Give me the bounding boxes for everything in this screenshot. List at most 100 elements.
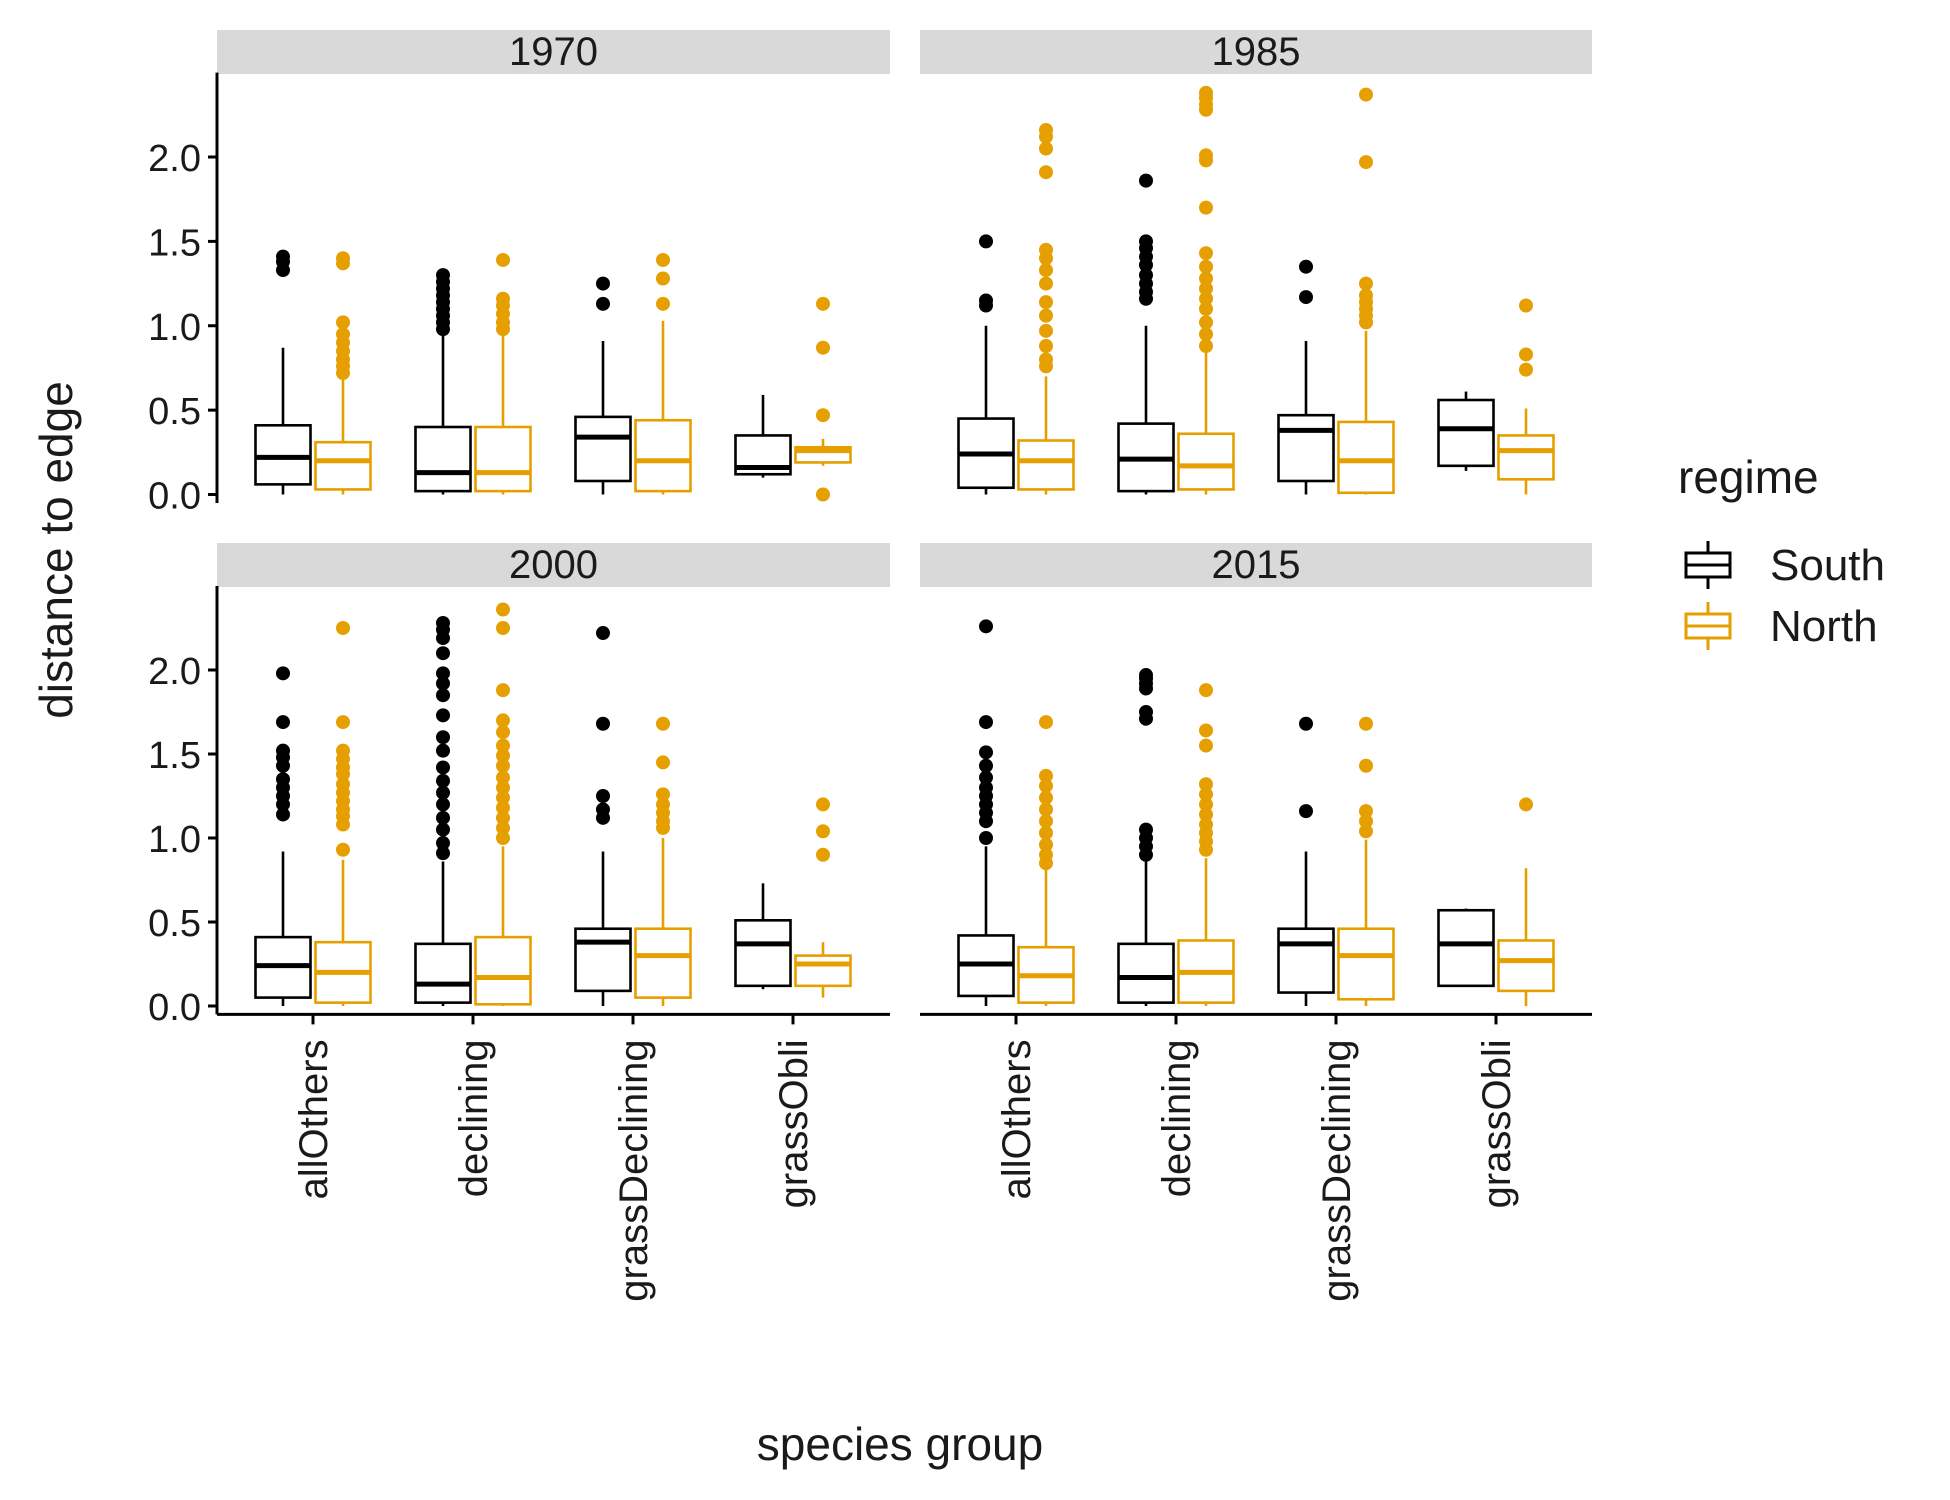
outlier-point — [496, 790, 510, 805]
outlier-point — [656, 797, 670, 812]
box-declining-south — [1117, 173, 1175, 495]
outlier-point — [336, 327, 350, 342]
outlier-point — [1359, 716, 1373, 731]
outlier-point — [276, 715, 290, 730]
box-grassObli-south — [734, 394, 792, 478]
box-iqr — [574, 927, 632, 993]
y-tick-label: 2.0 — [148, 651, 201, 693]
outlier-point — [436, 846, 450, 861]
outlier-point — [496, 291, 510, 306]
outlier-point — [1199, 807, 1213, 822]
box-grassObli-south — [734, 883, 792, 990]
box-iqr — [634, 418, 692, 493]
outlier-point — [816, 824, 830, 839]
outlier-point — [656, 787, 670, 802]
box-grassDeclining-north — [1337, 716, 1395, 1006]
outlier-point — [816, 847, 830, 862]
outlier-point — [1199, 315, 1213, 330]
outlier-point — [436, 730, 450, 745]
box-iqr — [1497, 939, 1555, 993]
box-iqr — [1117, 942, 1175, 1004]
outlier-point — [276, 666, 290, 681]
box-grassObli-north — [1497, 298, 1555, 495]
outlier-point — [979, 770, 993, 785]
box-iqr — [1177, 432, 1235, 491]
y-tick-label: 1.0 — [148, 307, 201, 349]
panel-1970: 1970 0.0 0.5 1.0 1.5 2.0 — [148, 30, 890, 518]
outlier-point — [276, 772, 290, 787]
outlier-point — [1139, 705, 1153, 719]
outlier-point — [1199, 85, 1213, 100]
outlier-point — [1039, 308, 1053, 323]
outlier-point — [496, 820, 510, 835]
outlier-point — [1359, 288, 1373, 303]
box-declining-north — [474, 252, 532, 495]
outlier-point — [496, 831, 510, 845]
outlier-point — [1039, 339, 1053, 353]
box-iqr — [1337, 420, 1395, 495]
outlier-point — [436, 666, 450, 681]
facet-strip-label: 1985 — [1212, 30, 1301, 74]
outlier-point — [1039, 242, 1053, 257]
outlier-point — [436, 615, 450, 630]
outlier-point — [596, 276, 610, 291]
outlier-point — [979, 831, 993, 845]
box-grassObli-north — [794, 797, 852, 998]
outlier-point — [1039, 123, 1053, 137]
box-grassDeclining-south — [1277, 716, 1335, 1006]
outlier-point — [436, 760, 450, 775]
y-tick-label: 0.5 — [148, 391, 201, 433]
outlier-point — [1299, 804, 1313, 819]
outlier-point — [816, 797, 830, 812]
y-tick-label: 0.0 — [148, 476, 201, 518]
outlier-point — [656, 252, 670, 267]
outlier-point — [656, 755, 670, 770]
outlier-point — [1199, 291, 1213, 306]
outlier-point — [1359, 155, 1373, 170]
box-iqr — [1337, 927, 1395, 1001]
box-allOthers-north — [314, 251, 372, 495]
x-tick-label: grassObli — [772, 1039, 816, 1208]
outlier-point — [1039, 165, 1053, 180]
box-iqr — [734, 919, 792, 988]
outlier-point — [979, 780, 993, 795]
legend-label: North — [1770, 602, 1878, 651]
outlier-point — [1139, 173, 1153, 188]
outlier-point — [1039, 352, 1053, 367]
outlier-point — [1199, 281, 1213, 296]
outlier-point — [1039, 263, 1053, 278]
outlier-point — [1519, 362, 1533, 377]
outlier-point — [1039, 837, 1053, 852]
outlier-point — [1039, 768, 1053, 783]
box-grassDeclining-south — [574, 626, 632, 1006]
outlier-point — [1039, 802, 1053, 817]
outlier-point — [336, 842, 350, 857]
outlier-point — [1359, 824, 1373, 839]
outlier-point — [1199, 683, 1213, 698]
box-iqr — [794, 954, 852, 988]
box-iqr — [1437, 908, 1495, 988]
box-iqr — [1497, 434, 1555, 481]
y-tick-label: 0.5 — [148, 903, 201, 945]
outlier-point — [1199, 339, 1213, 353]
box-declining-north — [1177, 683, 1235, 1006]
outlier-point — [1139, 822, 1153, 837]
outlier-point — [1199, 301, 1213, 316]
outlier-point — [596, 626, 610, 641]
box-grassDeclining-north — [634, 716, 692, 1006]
legend-item-north: North — [1684, 602, 1878, 651]
outlier-point — [979, 745, 993, 760]
y-tick-label: 1.5 — [148, 222, 201, 264]
outlier-point — [1359, 87, 1373, 102]
box-grassObli-north — [794, 296, 852, 502]
outlier-point — [496, 800, 510, 815]
outlier-point — [1199, 797, 1213, 812]
outlier-point — [496, 621, 510, 635]
outlier-point — [496, 770, 510, 785]
legend-items: South North — [1684, 541, 1885, 651]
y-axis-title: distance to edge — [30, 381, 82, 719]
box-allOthers-south — [957, 234, 1015, 495]
box-iqr — [254, 424, 312, 486]
box-iqr — [574, 415, 632, 483]
box-iqr — [634, 927, 692, 999]
